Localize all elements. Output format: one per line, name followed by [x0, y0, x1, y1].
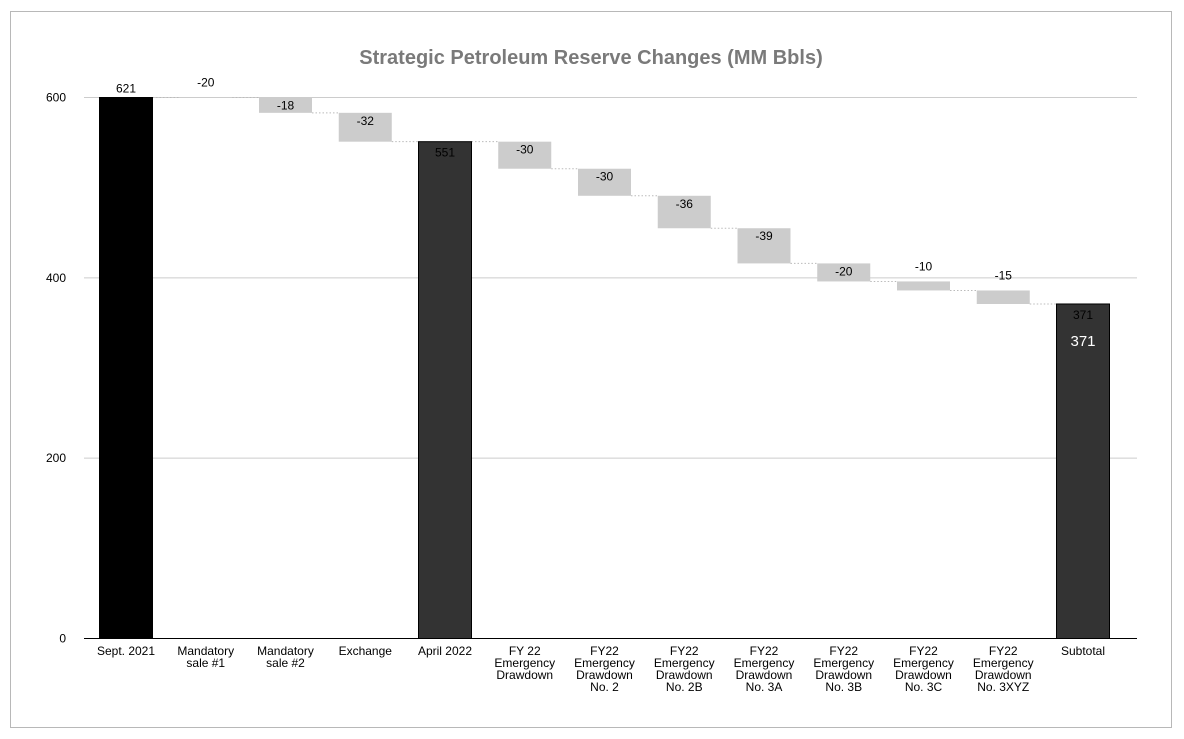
data-label: 551: [435, 146, 455, 160]
data-label: -20: [197, 76, 215, 90]
data-label: -30: [516, 143, 534, 157]
y-tick-label: 200: [46, 451, 66, 465]
bars: [99, 97, 1110, 639]
decrease-bar: [578, 168, 631, 196]
data-label: -39: [755, 229, 773, 243]
data-label: 621: [116, 82, 136, 96]
data-label: -32: [357, 114, 375, 128]
decrease-bar: [259, 97, 312, 113]
data-label: -10: [915, 259, 933, 273]
data-label: -20: [835, 264, 853, 278]
total-bar: [1056, 303, 1110, 639]
y-tick-label: 400: [46, 271, 66, 285]
x-category-label: Mandatory sale #1: [177, 644, 234, 670]
data-label: -18: [277, 99, 295, 113]
x-category-label: Sept. 2021: [97, 644, 155, 658]
connectors: [152, 97, 1057, 305]
decrease-bar: [897, 281, 950, 291]
x-category-label: FY22 Emergency Drawdown No. 3C: [893, 644, 954, 694]
x-category-label: FY22 Emergency Drawdown No. 3B: [813, 644, 874, 694]
gridlines: [84, 97, 1137, 459]
x-axis-categories: Sept. 2021 Mandatory sale #1 Mandatory sale …: [97, 644, 1105, 694]
x-category-label: FY22 Emergency Drawdown No. 2B: [654, 644, 715, 694]
chart-frame: [10, 11, 1172, 728]
data-label: 371: [1073, 308, 1093, 322]
total-bar: [418, 141, 472, 639]
decrease-bar: [817, 263, 871, 282]
x-category-label: FY22 Emergency Drawdown No. 3A: [734, 644, 795, 694]
decrease-bar: [976, 290, 1030, 304]
total-inner-label: 371: [1070, 333, 1095, 350]
decrease-bar: [498, 141, 552, 169]
decrease-bar: [338, 112, 392, 142]
x-category-label: Exchange: [339, 644, 393, 658]
total-bar: [99, 97, 153, 639]
x-category-label: Subtotal: [1061, 644, 1105, 658]
data-label: -36: [676, 197, 694, 211]
data-label: -15: [995, 268, 1013, 282]
x-category-label: FY 22 Emergency Drawdown: [494, 644, 555, 682]
data-label: -30: [596, 170, 614, 184]
x-category-label: April 2022: [418, 644, 472, 658]
y-axis-ticks: 0 200 400 600: [46, 91, 66, 646]
decrease-bar: [737, 228, 791, 264]
decrease-bar: [657, 195, 711, 229]
x-category-label: Mandatory sale #2: [257, 644, 314, 670]
x-category-label: FY22 Emergency Drawdown No. 3XYZ: [973, 644, 1034, 694]
data-labels: 621 -20 -18 -32 551 -30 -30 -36 -39 -20 -10 -15 371 3…: [116, 76, 1096, 350]
y-tick-label: 600: [46, 91, 66, 105]
chart-title: Strategic Petroleum Reserve Changes (MM …: [359, 47, 822, 69]
x-category-label: FY22 Emergency Drawdown No. 2: [574, 644, 635, 694]
y-tick-label: 0: [59, 632, 66, 646]
